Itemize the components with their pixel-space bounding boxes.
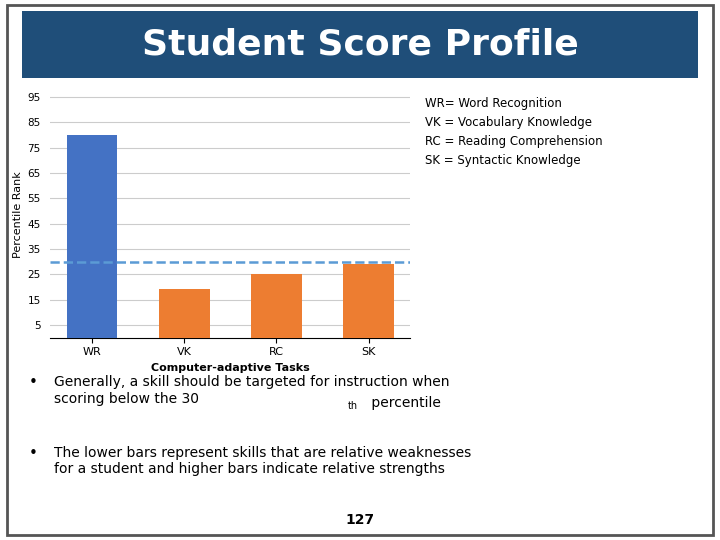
Text: th: th	[348, 401, 358, 411]
Text: •: •	[29, 375, 37, 390]
Text: percentile: percentile	[367, 396, 441, 410]
Text: WR= Word Recognition
VK = Vocabulary Knowledge
RC = Reading Comprehension
SK = S: WR= Word Recognition VK = Vocabulary Kno…	[425, 97, 603, 167]
Text: Student Score Profile: Student Score Profile	[142, 28, 578, 61]
Text: The lower bars represent skills that are relative weaknesses
for a student and h: The lower bars represent skills that are…	[54, 446, 472, 476]
Bar	[251, 274, 302, 338]
Bar	[343, 264, 394, 338]
Text: •: •	[29, 446, 37, 461]
X-axis label: Computer-adaptive Tasks: Computer-adaptive Tasks	[151, 363, 310, 373]
Bar	[67, 135, 117, 338]
Bar	[159, 289, 210, 338]
Text: Generally, a skill should be targeted for instruction when
scoring below the 30: Generally, a skill should be targeted fo…	[54, 375, 449, 406]
Text: 127: 127	[346, 512, 374, 526]
Y-axis label: Percentile Rank: Percentile Rank	[13, 171, 23, 258]
